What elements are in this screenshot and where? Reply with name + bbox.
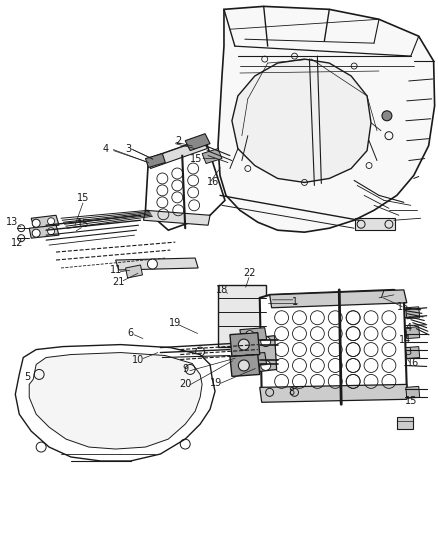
Text: 19: 19 <box>169 318 181 328</box>
Text: 18: 18 <box>216 285 228 295</box>
Circle shape <box>261 360 271 370</box>
Circle shape <box>238 360 249 371</box>
Circle shape <box>238 339 249 350</box>
Text: 20: 20 <box>179 379 191 390</box>
Polygon shape <box>29 225 59 238</box>
Text: 3: 3 <box>406 346 412 357</box>
Polygon shape <box>230 354 260 376</box>
Polygon shape <box>31 215 59 228</box>
Text: 15: 15 <box>190 154 202 164</box>
Text: 16: 16 <box>406 359 419 368</box>
Polygon shape <box>145 154 165 167</box>
Polygon shape <box>232 59 371 182</box>
Bar <box>218 285 266 346</box>
Text: 3: 3 <box>126 143 132 154</box>
Polygon shape <box>260 384 407 402</box>
Polygon shape <box>406 386 420 398</box>
Polygon shape <box>116 258 198 270</box>
Polygon shape <box>397 417 413 429</box>
Polygon shape <box>15 345 215 461</box>
Text: 15: 15 <box>397 302 409 312</box>
Polygon shape <box>145 139 225 230</box>
Text: 12: 12 <box>11 238 24 248</box>
Polygon shape <box>260 290 407 399</box>
Text: 15: 15 <box>405 397 417 406</box>
Polygon shape <box>148 139 207 168</box>
Polygon shape <box>270 290 407 308</box>
Polygon shape <box>126 265 142 278</box>
Circle shape <box>32 229 40 237</box>
Text: 22: 22 <box>244 268 256 278</box>
Circle shape <box>246 356 254 364</box>
Circle shape <box>148 259 157 269</box>
Text: 21: 21 <box>113 277 125 287</box>
Polygon shape <box>406 307 420 319</box>
Text: 15: 15 <box>77 219 89 229</box>
Text: 8: 8 <box>289 387 295 397</box>
Text: 4: 4 <box>406 322 412 333</box>
Text: 19: 19 <box>210 378 222 389</box>
Text: 10: 10 <box>132 354 145 365</box>
Text: 15: 15 <box>77 193 89 204</box>
Text: 9: 9 <box>182 365 188 375</box>
Text: 6: 6 <box>127 328 134 337</box>
Circle shape <box>48 228 55 235</box>
Circle shape <box>48 218 55 225</box>
Text: 11: 11 <box>110 265 122 275</box>
Polygon shape <box>406 327 420 338</box>
Circle shape <box>261 337 271 346</box>
Text: 13: 13 <box>6 217 18 227</box>
Circle shape <box>32 219 40 227</box>
Text: 14: 14 <box>399 335 411 345</box>
Text: 2: 2 <box>175 136 181 146</box>
Polygon shape <box>202 149 222 164</box>
Circle shape <box>196 347 205 356</box>
Polygon shape <box>258 336 277 372</box>
Polygon shape <box>144 211 210 225</box>
Polygon shape <box>218 6 434 232</box>
Text: 4: 4 <box>102 143 109 154</box>
Polygon shape <box>240 352 267 367</box>
Polygon shape <box>406 346 420 359</box>
Bar <box>355 218 395 230</box>
Text: 7: 7 <box>378 290 384 300</box>
Text: 5: 5 <box>24 373 30 382</box>
Polygon shape <box>240 328 267 342</box>
Circle shape <box>246 330 254 338</box>
Text: 16: 16 <box>207 177 219 188</box>
Polygon shape <box>185 134 210 151</box>
Text: 1: 1 <box>291 297 297 307</box>
Polygon shape <box>230 333 260 357</box>
Polygon shape <box>29 352 202 449</box>
Circle shape <box>382 111 392 121</box>
